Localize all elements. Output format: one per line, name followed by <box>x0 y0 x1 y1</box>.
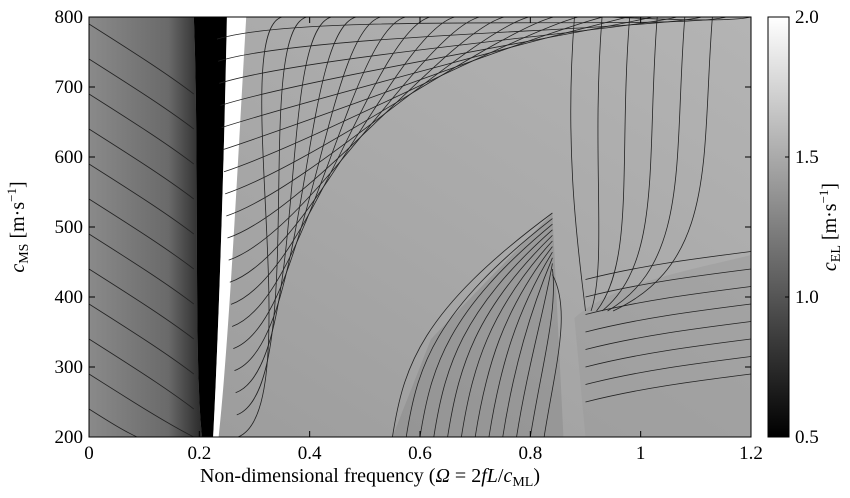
contour-line <box>89 268 195 340</box>
contour-line <box>219 17 678 84</box>
contour-line <box>237 17 283 437</box>
contour-line <box>89 58 195 130</box>
contour-line <box>447 235 553 437</box>
y-tick-label: 600 <box>55 147 84 168</box>
colorbar <box>767 16 790 438</box>
contour-line <box>596 17 631 312</box>
contour-line <box>585 373 751 403</box>
contour-line <box>89 408 194 437</box>
contour-line <box>220 17 653 106</box>
contour-line <box>89 128 195 200</box>
contour-line <box>474 246 553 437</box>
x-tick-label: 0.6 <box>408 443 432 464</box>
region-left <box>89 17 203 437</box>
contour-line <box>405 218 553 437</box>
colorbar-tick-label: 2.0 <box>795 7 819 28</box>
colorbar-axis: 0.5 1.0 1.5 2.0 <box>785 7 819 448</box>
x-tick-label: 1.2 <box>739 443 763 464</box>
contour-lines <box>89 17 751 437</box>
contour-line <box>89 233 195 305</box>
contour-line <box>460 240 553 437</box>
y-axis-label: cMS [m·s−1] <box>4 181 32 272</box>
contour-line <box>89 373 194 437</box>
contour-line <box>229 17 455 283</box>
x-tick-label: 1 <box>636 443 646 464</box>
contour-line <box>225 17 554 195</box>
contour-line <box>233 17 381 349</box>
contour-line <box>89 93 195 165</box>
contour-line <box>607 17 686 312</box>
contour-line <box>89 338 195 410</box>
colorbar-tick-label: 1.5 <box>795 147 819 168</box>
x-tick-label: 0.2 <box>187 443 211 464</box>
x-tick-label: 0.8 <box>518 443 542 464</box>
contour-line <box>236 17 307 416</box>
contour-line <box>215 17 751 21</box>
contour-line <box>516 263 553 437</box>
x-tick-label: 0 <box>84 443 94 464</box>
contour-line <box>223 17 579 173</box>
contour-line <box>222 17 604 151</box>
contour-line <box>601 17 658 312</box>
colorbar-tick-label: 1.0 <box>795 287 819 308</box>
colorbar-label: cEL [m·s−1] <box>816 183 844 271</box>
contour-line <box>227 17 505 239</box>
contour-line <box>529 268 554 437</box>
contour-line <box>585 338 751 368</box>
contour-line <box>89 303 195 375</box>
contour-line <box>488 251 553 437</box>
y-tick-label: 700 <box>55 77 84 98</box>
contour-line <box>89 23 195 95</box>
contour-line <box>89 163 195 235</box>
contour-line <box>585 303 751 333</box>
contour-line <box>612 17 713 312</box>
y-tick-label: 300 <box>55 357 84 378</box>
band-dark <box>193 17 227 437</box>
contour-line <box>585 268 751 298</box>
x-axis-label: Non-dimensional frequency (Ω = 2fL/cML) <box>200 465 540 490</box>
colorbar-tick-label: 0.5 <box>795 427 819 448</box>
contour-line <box>590 17 603 312</box>
contour-line <box>226 17 529 217</box>
y-tick-label: 500 <box>55 217 84 238</box>
contour-line <box>502 257 553 437</box>
contour-line <box>585 286 751 315</box>
y-tick-label: 400 <box>55 287 84 308</box>
contour-line <box>543 274 562 437</box>
y-tick-label: 800 <box>55 7 84 28</box>
contour-line <box>433 229 553 437</box>
contour-line <box>585 321 751 350</box>
contour-line <box>89 198 195 270</box>
contour-line <box>419 223 553 437</box>
x-axis: 0 0.2 0.4 0.6 0.8 1 1.2 <box>84 17 763 464</box>
contour-line <box>234 17 357 372</box>
y-axis: 200 300 400 500 600 700 800 <box>55 7 751 448</box>
x-tick-label: 0.4 <box>298 443 322 464</box>
contour-line <box>585 251 751 280</box>
y-tick-label: 200 <box>55 427 84 448</box>
contour-line <box>392 212 553 437</box>
band-white <box>213 17 247 437</box>
contour-line <box>570 17 586 312</box>
contour-line <box>216 17 727 40</box>
contour-line <box>585 356 751 385</box>
region-lower-right <box>574 255 751 437</box>
contour-line <box>232 17 406 327</box>
contour-line <box>221 17 628 128</box>
contour-line <box>230 17 431 305</box>
